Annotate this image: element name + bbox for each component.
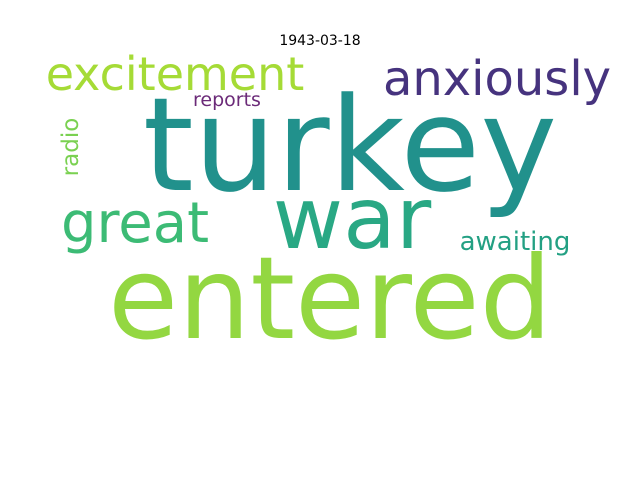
word-awaiting: awaiting: [460, 227, 571, 257]
chart-title: 1943-03-18: [279, 33, 361, 49]
word-radio: radio: [58, 118, 84, 177]
word-turkey: turkey: [143, 69, 557, 221]
word-war: war: [273, 169, 432, 269]
word-excitement: excitement: [46, 47, 305, 101]
word-great: great: [61, 191, 209, 256]
word-entered: entered: [108, 232, 552, 365]
word-anxiously: anxiously: [383, 51, 611, 107]
word-reports: reports: [193, 89, 261, 111]
